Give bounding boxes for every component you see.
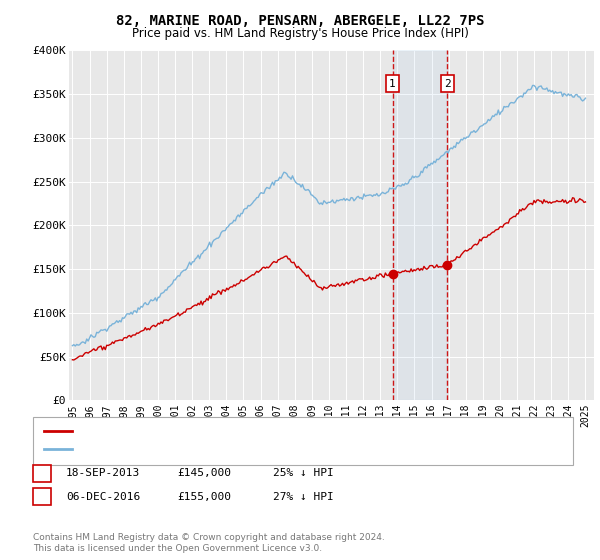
Text: HPI: Average price, detached house, Conwy: HPI: Average price, detached house, Conw… [78,444,344,454]
Text: Price paid vs. HM Land Registry's House Price Index (HPI): Price paid vs. HM Land Registry's House … [131,27,469,40]
Text: 82, MARINE ROAD, PENSARN, ABERGELE, LL22 7PS: 82, MARINE ROAD, PENSARN, ABERGELE, LL22… [116,14,484,28]
Text: 1: 1 [389,78,396,88]
Text: 2: 2 [38,492,46,502]
Text: Contains HM Land Registry data © Crown copyright and database right 2024.
This d: Contains HM Land Registry data © Crown c… [33,533,385,553]
Text: 2: 2 [444,78,451,88]
Text: £155,000: £155,000 [177,492,231,502]
Text: £145,000: £145,000 [177,468,231,478]
Text: 82, MARINE ROAD, PENSARN, ABERGELE, LL22 7PS (detached house): 82, MARINE ROAD, PENSARN, ABERGELE, LL22… [78,426,475,436]
Text: 06-DEC-2016: 06-DEC-2016 [66,492,140,502]
Text: 18-SEP-2013: 18-SEP-2013 [66,468,140,478]
Bar [392,50,447,400]
Text: 25% ↓ HPI: 25% ↓ HPI [273,468,334,478]
Text: 1: 1 [38,468,46,478]
Text: 27% ↓ HPI: 27% ↓ HPI [273,492,334,502]
